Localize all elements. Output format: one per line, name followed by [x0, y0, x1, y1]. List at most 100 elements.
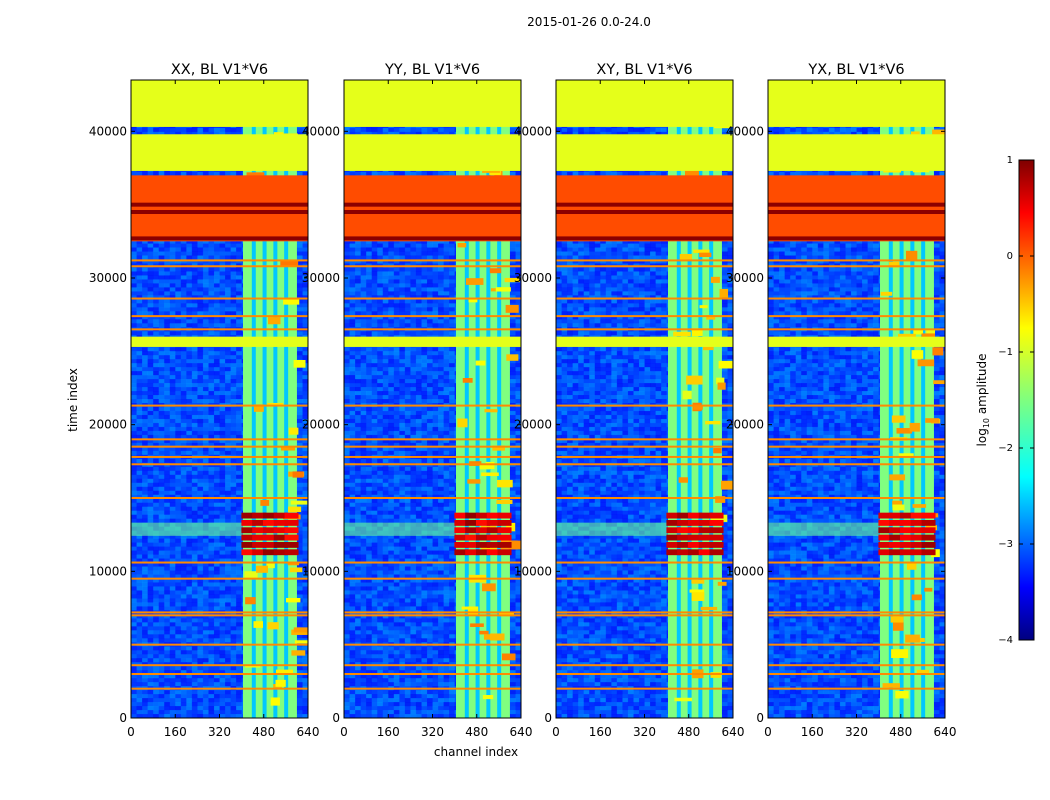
heatmap-cell	[164, 678, 171, 683]
heatmap-cell	[158, 694, 165, 699]
heatmap-cell	[136, 562, 143, 567]
heatmap-cell	[169, 498, 176, 503]
heatmap-cell	[164, 299, 171, 304]
heatmap-cell	[180, 682, 187, 687]
heatmap-cell	[186, 259, 193, 264]
heatmap-cell	[219, 510, 226, 515]
heatmap-cell	[186, 694, 193, 699]
heatmap-cell	[147, 550, 154, 555]
heatmap-cell	[202, 434, 209, 440]
heatmap-cell	[175, 482, 182, 488]
heatmap-cell	[208, 311, 215, 316]
heatmap-cell	[180, 315, 187, 320]
heatmap-cell	[208, 574, 215, 579]
heatmap-cell	[197, 486, 204, 492]
heatmap-cell	[136, 259, 143, 264]
heatmap-cell	[136, 506, 143, 511]
heatmap-cell	[191, 638, 198, 643]
heatmap-cell	[219, 331, 226, 336]
heatmap-cell	[169, 602, 176, 607]
heatmap-cell	[131, 618, 137, 623]
heatmap-cell	[197, 303, 204, 308]
heatmap-cell	[236, 550, 242, 555]
heatmap-cell	[153, 434, 159, 440]
heatmap-cell	[169, 630, 176, 635]
heatmap-cell	[142, 359, 148, 364]
heatmap-cell	[197, 319, 204, 324]
heatmap-cell	[197, 634, 204, 639]
heatmap-cell	[175, 486, 182, 492]
heatmap-cell	[175, 646, 182, 651]
heatmap-cell	[202, 682, 209, 687]
heatmap-cell	[169, 594, 176, 599]
heatmap-cell	[186, 331, 193, 336]
heatmap-cell	[136, 542, 143, 547]
heatmap-cell	[191, 626, 198, 631]
heatmap-cell	[136, 275, 143, 280]
heatmap-cell	[302, 482, 308, 488]
heatmap-cell	[208, 251, 215, 256]
heatmap-cell	[202, 271, 209, 276]
heatmap-cell	[164, 590, 171, 595]
heatmap-cell	[202, 654, 209, 659]
heatmap-cell	[186, 131, 193, 137]
heatmap-cell	[225, 606, 231, 611]
heatmap-cell	[236, 562, 242, 567]
heatmap-cell	[164, 251, 171, 256]
heatmap-cell	[213, 558, 220, 563]
heatmap-cell	[153, 259, 159, 264]
heatmap-cell	[202, 430, 209, 436]
heatmap-cell	[225, 566, 231, 571]
heatmap-cell	[158, 650, 165, 655]
heatmap-cell	[169, 578, 176, 583]
heatmap-cell	[230, 430, 237, 436]
heatmap-cell	[197, 434, 204, 440]
heatmap-cell	[175, 654, 182, 659]
heatmap-cell	[142, 514, 148, 519]
heatmap-cell	[180, 243, 187, 248]
heatmap-cell	[175, 291, 182, 296]
heatmap-cell	[197, 367, 204, 372]
heatmap-cell	[296, 438, 303, 444]
heatmap-cell	[197, 446, 204, 452]
heatmap-cell	[147, 283, 154, 288]
heatmap-cell	[191, 542, 198, 547]
heatmap-cell	[147, 646, 154, 651]
heatmap-cell	[213, 127, 220, 133]
heatmap-cell	[169, 490, 176, 495]
heatmap-cell	[180, 311, 187, 316]
heatmap-cell	[136, 131, 143, 137]
heatmap-cell	[219, 542, 226, 547]
heatmap-cell	[180, 554, 187, 559]
heatmap-cell	[169, 650, 176, 655]
heatmap-cell	[230, 359, 237, 364]
heatmap-cell	[302, 586, 308, 591]
heatmap-cell	[213, 546, 220, 551]
heatmap-cell	[202, 287, 209, 292]
heatmap-cell	[180, 678, 187, 683]
heatmap-cell	[202, 606, 209, 611]
heatmap-cell	[208, 554, 215, 559]
heatmap-cell	[197, 355, 204, 360]
heatmap-cell	[296, 682, 303, 687]
heatmap-cell	[180, 283, 187, 288]
heatmap-cell	[225, 502, 231, 507]
heatmap-cell	[136, 670, 143, 675]
heatmap-cell	[180, 698, 187, 703]
heatmap-cell	[158, 351, 165, 356]
heatmap-cell	[219, 319, 226, 324]
heatmap-cell	[202, 658, 209, 663]
heatmap-cell	[142, 594, 148, 599]
heatmap-cell	[175, 367, 182, 372]
heatmap-cell	[158, 682, 165, 687]
heatmap-cell	[296, 482, 303, 488]
heatmap-cell	[147, 694, 154, 699]
heatmap-cell	[202, 275, 209, 280]
heatmap-cell	[131, 434, 137, 440]
heatmap-cell	[197, 518, 204, 523]
heatmap-cell	[191, 490, 198, 495]
heatmap-cell	[302, 311, 308, 316]
heatmap-cell	[302, 570, 308, 575]
heatmap-cell	[186, 255, 193, 260]
heatmap-cell	[142, 383, 148, 388]
